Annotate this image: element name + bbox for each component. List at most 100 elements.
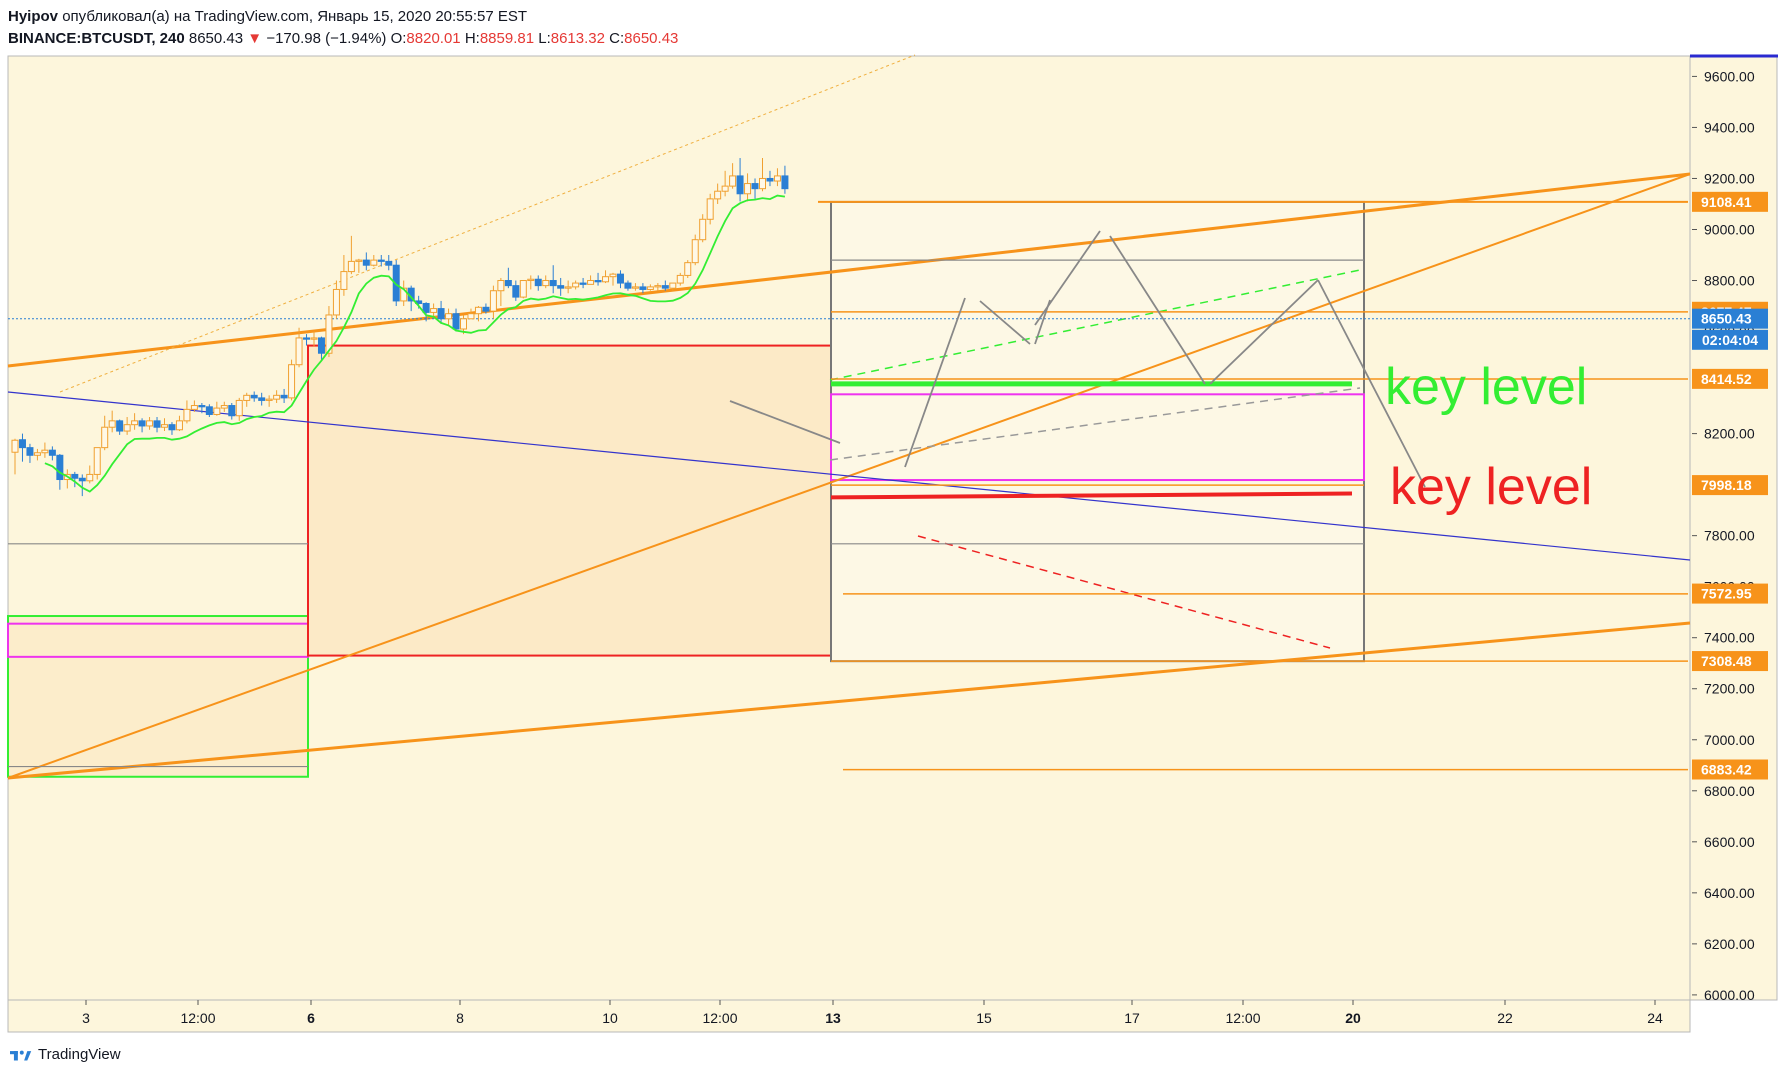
candle-body[interactable] bbox=[579, 282, 587, 285]
candle-body[interactable] bbox=[572, 282, 580, 288]
candle-body[interactable] bbox=[355, 259, 363, 262]
tradingview-brand[interactable]: TradingView bbox=[38, 1046, 121, 1063]
candle-body[interactable] bbox=[736, 175, 744, 195]
candle-body[interactable] bbox=[474, 306, 482, 315]
candle-body[interactable] bbox=[340, 271, 348, 290]
price-chart[interactable]: key level key level 9600.00 9400.00 9200.00… bbox=[0, 0, 1781, 1040]
candle-body[interactable] bbox=[759, 177, 766, 190]
candle-body[interactable] bbox=[504, 280, 512, 287]
candle-body[interactable] bbox=[422, 302, 430, 313]
candle-body[interactable] bbox=[310, 337, 318, 340]
plot-area[interactable] bbox=[7, 55, 1691, 1001]
candle-body[interactable] bbox=[205, 406, 213, 415]
candle-body[interactable] bbox=[280, 394, 288, 399]
candle-body[interactable] bbox=[295, 337, 303, 366]
candle-body[interactable] bbox=[564, 286, 572, 289]
candle-body[interactable] bbox=[190, 405, 198, 410]
candle-body[interactable] bbox=[101, 426, 109, 449]
candle-body[interactable] bbox=[116, 420, 124, 432]
candle-body[interactable] bbox=[691, 239, 699, 264]
candle-body[interactable] bbox=[631, 286, 639, 289]
candle-body[interactable] bbox=[557, 285, 565, 289]
candle-body[interactable] bbox=[430, 308, 438, 313]
candle-body[interactable] bbox=[706, 198, 714, 220]
candle-body[interactable] bbox=[512, 285, 520, 298]
candle-body[interactable] bbox=[452, 313, 460, 330]
candle-body[interactable] bbox=[489, 290, 497, 312]
candle-body[interactable] bbox=[153, 420, 161, 428]
candle-body[interactable] bbox=[288, 364, 296, 399]
author-name[interactable]: Hyipov bbox=[8, 8, 59, 25]
candle-body[interactable] bbox=[347, 260, 355, 273]
candle-body[interactable] bbox=[108, 420, 116, 428]
candle-body[interactable] bbox=[243, 394, 251, 401]
candle-body[interactable] bbox=[235, 399, 243, 417]
candle-body[interactable] bbox=[594, 280, 602, 283]
time-axis-panel[interactable] bbox=[7, 999, 1691, 1033]
candle-body[interactable] bbox=[609, 273, 617, 278]
candle-body[interactable] bbox=[729, 175, 737, 187]
candle-body[interactable] bbox=[460, 318, 467, 330]
candle-body[interactable] bbox=[744, 183, 752, 195]
candle-body[interactable] bbox=[437, 308, 445, 320]
candle-body[interactable] bbox=[773, 175, 781, 182]
candle-body[interactable] bbox=[332, 288, 340, 316]
candle-body[interactable] bbox=[56, 454, 64, 481]
candle-body[interactable] bbox=[519, 280, 527, 298]
candle-body[interactable] bbox=[213, 407, 221, 415]
candle-body[interactable] bbox=[445, 313, 453, 320]
candle-body[interactable] bbox=[18, 439, 26, 449]
candle-body[interactable] bbox=[377, 259, 385, 262]
candle-body[interactable] bbox=[766, 177, 774, 182]
candle-body[interactable] bbox=[265, 398, 273, 401]
candle-body[interactable] bbox=[317, 337, 325, 354]
candle-body[interactable] bbox=[676, 274, 684, 284]
candle-body[interactable] bbox=[699, 218, 707, 241]
candle-body[interactable] bbox=[482, 306, 490, 312]
candle-body[interactable] bbox=[138, 420, 146, 427]
candle-body[interactable] bbox=[684, 262, 692, 276]
candle-body[interactable] bbox=[168, 424, 176, 431]
candle-body[interactable] bbox=[258, 397, 266, 401]
candle-body[interactable] bbox=[123, 424, 131, 432]
candle-body[interactable] bbox=[639, 286, 647, 290]
candle-body[interactable] bbox=[654, 285, 662, 288]
candle-body[interactable] bbox=[71, 473, 79, 479]
candle-body[interactable] bbox=[646, 286, 654, 290]
candle-body[interactable] bbox=[131, 420, 139, 426]
candle-body[interactable] bbox=[41, 449, 49, 454]
candle-body[interactable] bbox=[781, 175, 789, 190]
candle-body[interactable] bbox=[220, 405, 228, 409]
candle-body[interactable] bbox=[587, 280, 595, 285]
candle-body[interactable] bbox=[273, 394, 281, 400]
candle-body[interactable] bbox=[48, 449, 56, 456]
candle-body[interactable] bbox=[714, 190, 722, 200]
candle-body[interactable] bbox=[669, 282, 677, 289]
candle-body[interactable] bbox=[721, 185, 729, 192]
candle-body[interactable] bbox=[370, 259, 378, 266]
candle-body[interactable] bbox=[497, 280, 505, 292]
candle-body[interactable] bbox=[751, 183, 759, 190]
candle-body[interactable] bbox=[362, 259, 370, 266]
candle-body[interactable] bbox=[146, 420, 154, 427]
candle-body[interactable] bbox=[175, 420, 183, 431]
candle-body[interactable] bbox=[33, 452, 41, 456]
candle-body[interactable] bbox=[661, 285, 669, 289]
candle-body[interactable] bbox=[26, 447, 34, 456]
candle-body[interactable] bbox=[616, 273, 624, 284]
candle-body[interactable] bbox=[385, 260, 393, 266]
candle-body[interactable] bbox=[602, 276, 610, 283]
candle-body[interactable] bbox=[78, 477, 86, 482]
candle-body[interactable] bbox=[303, 337, 311, 340]
candle-body[interactable] bbox=[86, 473, 94, 482]
candle-body[interactable] bbox=[93, 447, 101, 475]
candle-body[interactable] bbox=[250, 394, 258, 399]
candle-body[interactable] bbox=[325, 314, 333, 354]
candle-body[interactable] bbox=[183, 408, 191, 422]
candle-body[interactable] bbox=[542, 280, 550, 287]
candle-body[interactable] bbox=[11, 439, 19, 453]
candle-body[interactable] bbox=[534, 278, 542, 287]
candle-body[interactable] bbox=[624, 282, 632, 289]
candle-body[interactable] bbox=[161, 424, 168, 428]
price-axis-panel[interactable] bbox=[1689, 55, 1778, 1001]
